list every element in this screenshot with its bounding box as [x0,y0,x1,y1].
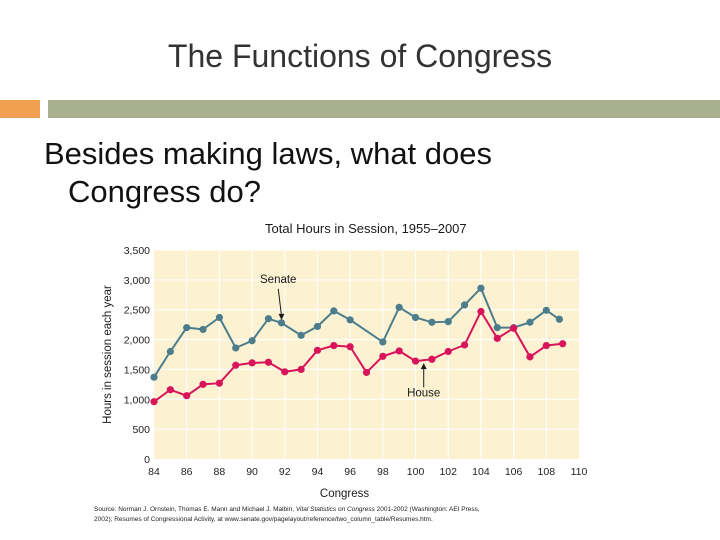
house-point [199,380,207,388]
y-tick-label: 1,500 [124,364,150,376]
senate-point [264,315,273,323]
x-tick-label: 96 [344,466,356,478]
house-point [330,341,338,350]
house-point [493,334,501,342]
senate-point [313,322,322,331]
slide-title: The Functions of Congress [167,38,553,74]
senate-point [428,318,436,326]
house-line [153,309,563,403]
house-point [542,341,550,350]
chart-y-axis-label: Hours in session each year [102,285,114,424]
x-tick-label: 100 [407,466,425,478]
x-tick-label: 84 [148,466,160,478]
senate-point [330,307,338,315]
house-point [313,346,322,354]
house-point [281,368,289,376]
senate-point [297,331,305,339]
senate-point [277,319,286,327]
house-point [460,341,469,349]
x-tick-label: 90 [246,466,258,478]
house-point [444,347,452,356]
x-tick-label: 104 [472,466,490,478]
house-point [379,352,387,360]
chart-title: Total Hours in Session, 1955–2007 [265,221,467,236]
question-text: Besides making laws, what does Congress … [44,135,644,211]
house-point [346,343,354,351]
senate-arrow-line [277,288,282,316]
house-arrow-head [420,363,427,370]
senate-point [493,324,501,332]
house-point [166,386,174,394]
chart-x-axis-label: Congress [320,488,369,500]
house-point [526,353,534,361]
senate-arrow-head [278,313,285,320]
annotation-arrows [277,288,427,388]
y-tick-label: 2,000 [124,335,150,347]
y-tick-label: 0 [144,454,150,466]
house-point [411,357,420,365]
house-point [395,347,403,355]
y-tick-label: 500 [132,424,150,436]
senate-point [199,325,207,334]
x-tick-label: 106 [505,466,523,478]
accent-bar-gray [48,100,720,118]
senate-point [477,284,485,292]
house-point [297,365,305,374]
series-senate [150,284,563,381]
senate-point [555,315,563,323]
house-point [510,324,518,332]
senate-point [526,318,534,326]
senate-point [379,338,387,346]
question-line-2: Congress do? [68,174,262,209]
y-tick-label: 2,500 [124,305,150,317]
x-tick-label: 110 [571,466,588,478]
senate-point [411,313,420,322]
x-tick-label: 98 [377,466,389,478]
senate-annotation: Senate [260,274,296,286]
y-tick-label: 3,000 [124,275,150,287]
senate-point [444,318,452,326]
house-point [264,358,273,366]
house-point [248,359,256,367]
axes: 0 500 1,000 1,500 2,000 2,500 3,000 3,500 84 86 88… [124,245,588,478]
source-citation: Source: Norman J. Ornstein, Thomas E. Ma… [94,505,494,525]
senate-point [395,303,403,311]
series [150,284,567,406]
senate-point [183,324,191,332]
senate-point [150,373,158,381]
series-house [150,307,567,406]
senate-point [215,313,223,322]
senate-point [460,301,469,309]
house-point [362,368,371,377]
house-point [150,398,158,406]
plot-background [154,250,579,459]
house-point [215,379,223,387]
house-point [559,340,567,348]
senate-point [232,344,240,352]
source-book-title: Vital Statistics on Congress [295,506,375,513]
x-tick-label: 86 [181,466,193,478]
x-tick-label: 92 [279,466,291,478]
x-tick-label: 108 [538,466,556,478]
house-point [477,307,485,316]
question-line-1: Besides making laws, what does [44,136,493,171]
senate-point [542,306,550,314]
x-tick-label: 88 [214,466,226,478]
x-tick-label: 102 [439,466,457,478]
senate-point [166,347,174,356]
y-tick-label: 3,500 [124,245,150,257]
house-point [232,361,240,369]
accent-bar-orange [0,100,40,118]
source-text-1: Source: Norman J. Ornstein, Thomas E. Ma… [94,506,296,513]
house-point [183,392,191,400]
senate-point [248,337,256,345]
x-tick-label: 94 [312,466,324,478]
hours-in-session-chart: 0 500 1,000 1,500 2,000 2,500 3,000 3,500 84 86 88… [102,221,588,500]
house-point [428,355,436,363]
house-annotation: House [407,387,440,399]
source-text-2: 2001-2002 (Washington: AEI Press, 2002);… [94,506,480,523]
y-tick-label: 1,000 [124,394,150,406]
senate-point [346,316,354,324]
